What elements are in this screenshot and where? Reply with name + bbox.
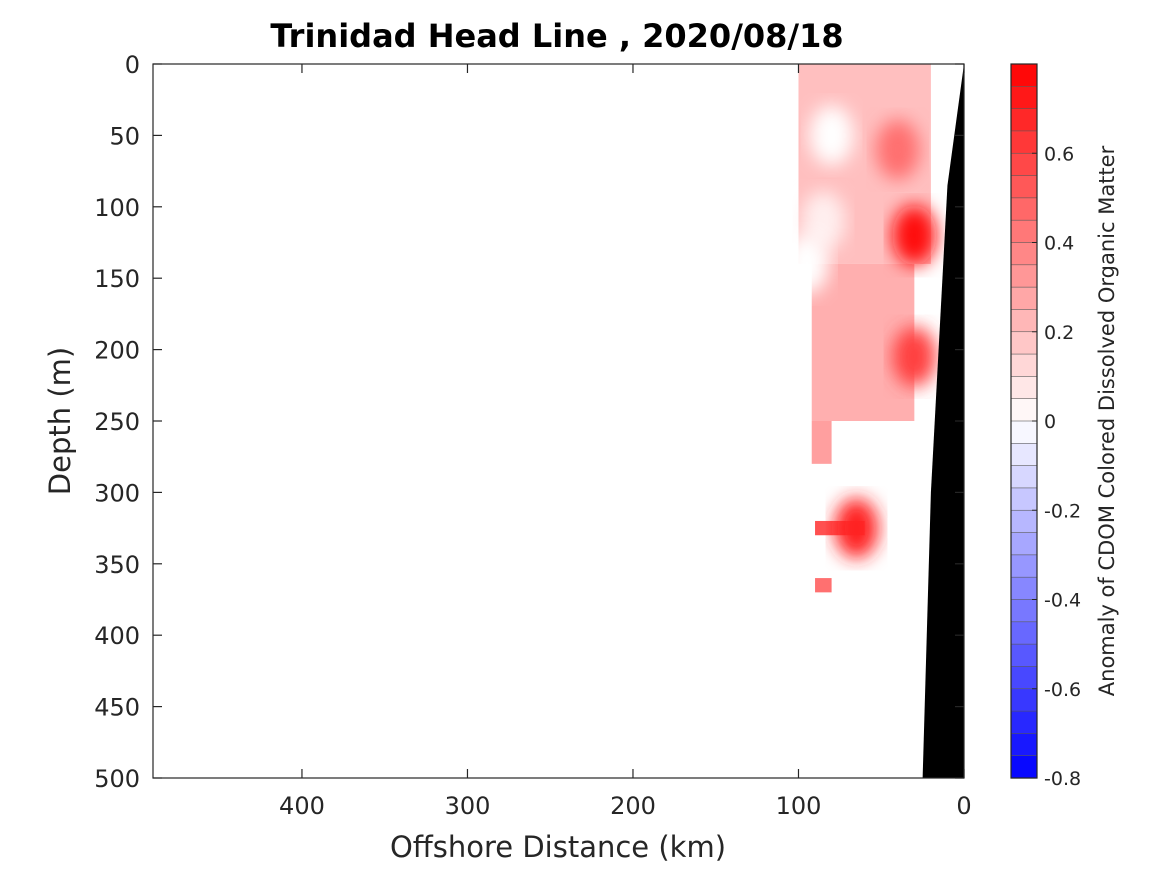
colorbar-segment [1010,688,1038,712]
y-tick-label: 450 [94,694,140,722]
x-axis-label: Offshore Distance (km) [390,830,726,864]
anomaly-core-5 [875,119,920,180]
x-tick-label: 0 [956,792,971,820]
colorbar-segment [1010,443,1038,467]
colorbar-segment [1010,710,1038,734]
y-tick-label: 300 [94,479,140,507]
colorbar-segment [1010,376,1038,400]
colorbar-segment [1010,643,1038,668]
x-tick-label: 200 [610,792,656,820]
colorbar-tick-label: 0.4 [1044,233,1074,255]
colorbar-segment [1010,152,1038,177]
colorbar-segment [1010,219,1038,244]
colorbar-segment [1010,242,1038,266]
colorbar-segment [1010,353,1038,377]
colorbar-segment [1010,331,1038,355]
y-tick-label: 50 [109,122,140,150]
colorbar-segment [1010,666,1038,690]
colorbar-tick-label: -0.4 [1044,590,1081,612]
colorbar-segment [1010,63,1038,87]
colorbar-segment [1010,175,1038,199]
colorbar-axis: 0.6 0.4 0.2 0 -0.2 -0.4 -0.6 -0.8 [1032,143,1081,790]
colorbar-segment [1010,599,1038,623]
y-axis: 0 50 100 150 200 250 300 350 400 450 500 [94,51,964,793]
y-tick-label: 250 [94,408,140,436]
anomaly-region-2 [811,421,832,464]
colorbar-tick-label: -0.2 [1044,500,1081,522]
colorbar-segment [1010,509,1038,534]
colorbar-segment [1010,420,1038,444]
x-tick-label: 300 [445,792,491,820]
colorbar-tick-label: 0.2 [1044,322,1074,344]
colorbar [1010,63,1038,779]
x-axis: 400 300 200 100 0 [279,64,972,820]
y-tick-label: 200 [94,337,140,365]
colorbar-segment [1010,197,1038,221]
colorbar-tick-label: -0.6 [1044,679,1081,701]
colorbar-segment [1010,733,1038,757]
colorbar-segment [1010,264,1038,288]
colorbar-segment [1010,576,1038,601]
colorbar-segment [1010,86,1038,110]
y-tick-label: 400 [94,622,140,650]
colorbar-segment [1010,554,1038,578]
colorbar-segment [1010,286,1038,311]
colorbar-segment [1010,487,1038,511]
anomaly-cores [784,105,937,559]
anomaly-core-0 [809,105,854,166]
anomaly-core-2 [784,233,829,294]
colorbar-segment [1010,532,1038,556]
y-tick-label: 350 [94,551,140,579]
colorbar-segment [1010,309,1038,333]
y-tick-label: 100 [94,194,140,222]
chart-title: Trinidad Head Line , 2020/08/18 [270,17,843,55]
colorbar-tick-label: -0.8 [1044,768,1081,790]
anomaly-region-4 [815,578,832,593]
y-axis-label: Depth (m) [43,347,77,495]
colorbar-tick-label: 0.6 [1044,143,1074,165]
colorbar-segment [1010,130,1038,154]
colorbar-tick-label: 0 [1044,411,1056,433]
y-tick-label: 0 [125,51,140,79]
x-tick-label: 400 [279,792,325,820]
anomaly-core-3 [892,205,937,266]
colorbar-segment [1010,108,1038,132]
colorbar-segment [1010,398,1038,422]
colorbar-label: Anomaly of CDOM Colored Dissolved Organi… [1095,145,1119,696]
bathymetry-shelf [922,64,964,778]
colorbar-segment [1010,465,1038,489]
x-tick-label: 100 [776,792,822,820]
anomaly-core-4 [892,326,937,387]
y-tick-label: 150 [94,265,140,293]
y-tick-label: 500 [94,765,140,793]
colorbar-segment [1010,755,1038,779]
anomaly-core-6 [834,498,879,559]
colorbar-segment [1010,621,1038,645]
